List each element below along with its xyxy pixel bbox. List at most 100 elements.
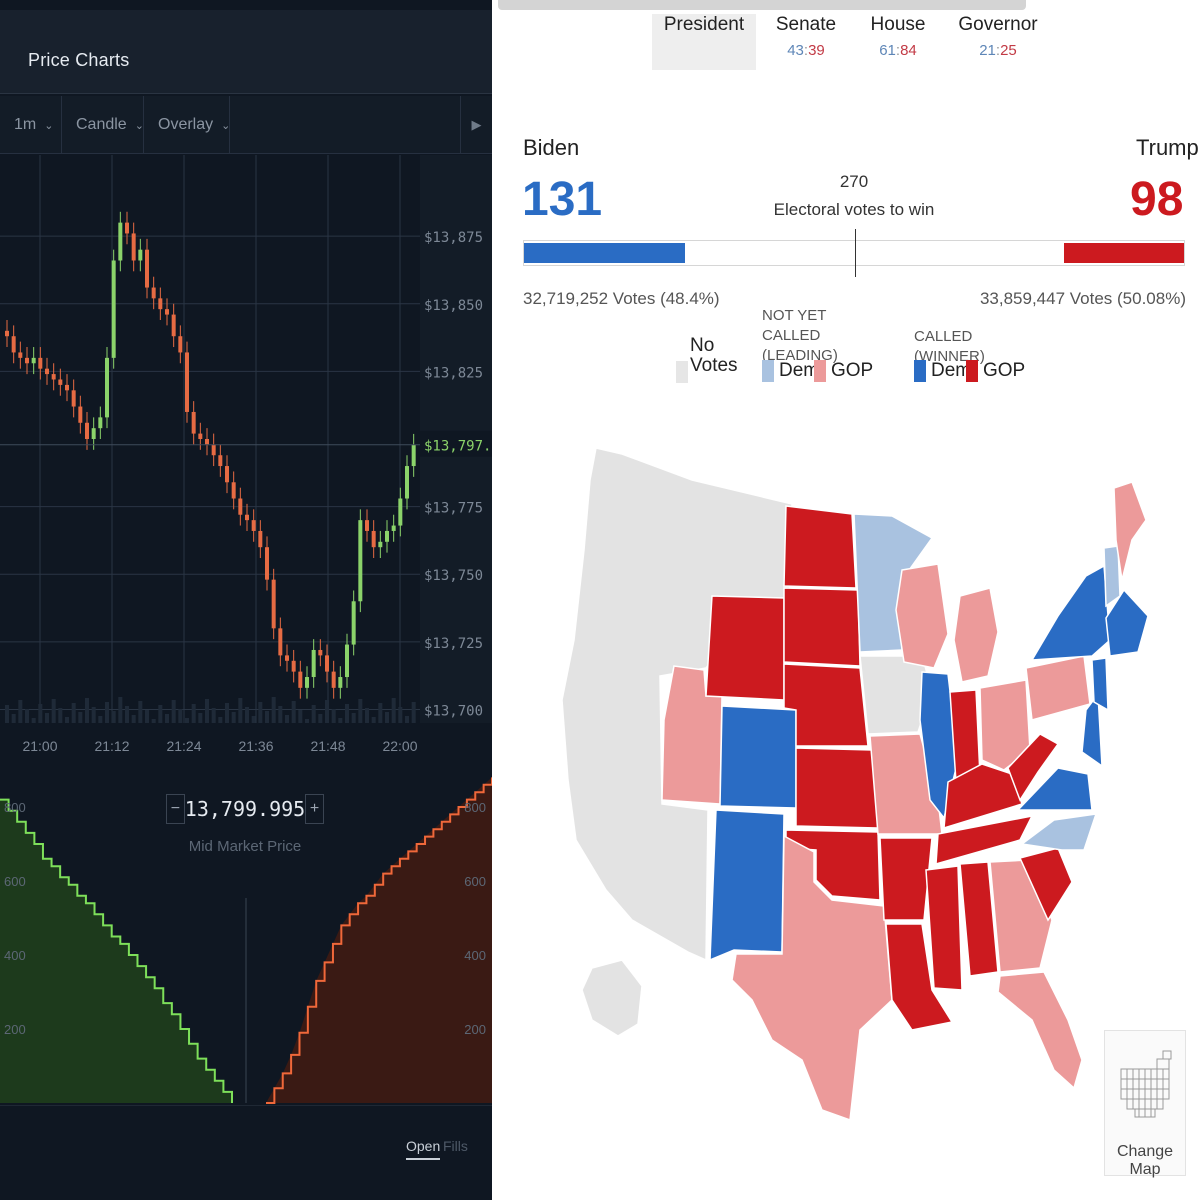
candle-body [338,677,343,688]
overlay-dropdown[interactable]: Overlay ⌄ [144,96,230,154]
zoom-out-button[interactable]: − [166,794,185,824]
candle-body [311,649,316,678]
candle-body [51,374,56,380]
candle-body [78,406,83,423]
candle-body [351,601,356,645]
depth-chart-area: 800 800 600 600 400 400 200 200 − 13,799.995 + … [0,770,492,1105]
state-colorado[interactable] [719,705,797,809]
ev-needed: 270 [839,172,869,191]
mid-market-label: Mid Market Price [188,838,302,855]
us-election-map[interactable] [492,420,1200,1140]
volume-bar [25,709,29,723]
state-michigan[interactable] [953,587,999,683]
volume-bar [5,705,9,723]
candle-body [191,411,196,434]
tab-senate[interactable]: Senate 43:39 [754,14,858,70]
price-charts-header: Price Charts [0,10,492,94]
candle-body [365,520,369,531]
state-louisiana[interactable] [885,923,954,1031]
state-pennsylvania[interactable] [1025,655,1091,721]
state-new-york[interactable] [1030,564,1111,661]
state-missouri[interactable] [869,733,943,835]
state-new-hampshire[interactable] [1103,545,1121,608]
state-west-virginia[interactable] [1007,733,1060,802]
candle-body [125,222,129,234]
panel-title: Price Charts [28,50,130,70]
volume-bar [185,718,189,723]
interval-dropdown[interactable]: 1m ⌄ [0,96,62,154]
tab-label: Senate [775,14,837,35]
candle-body [118,222,123,261]
state-mississippi[interactable] [925,865,963,991]
depth-y-tick-right: 400 [464,948,486,963]
tab-president[interactable]: President [652,14,756,70]
candle-body [271,579,276,629]
interval-label: 1m [14,116,37,133]
state-new-mexico[interactable] [709,809,785,962]
state-wisconsin[interactable] [895,563,949,669]
y-tick-label: $13,875 [424,230,483,246]
state-north-dakota[interactable] [783,505,857,589]
tab-score: 61:84 [879,42,917,59]
zoom-in-button[interactable]: + [305,794,324,824]
volume-bar [398,707,403,723]
volume-bar [91,707,96,723]
change-map-button[interactable]: Change Map [1104,1030,1186,1178]
x-tick-label: 21:48 [310,738,345,754]
candle-body [91,428,96,439]
state-north-carolina[interactable] [1020,813,1098,851]
trading-panel: Price Charts 1m ⌄ Candle ⌄ Overlay ⌄ ▶ $… [0,0,492,1200]
volume-bar [58,708,63,723]
chart-type-dropdown[interactable]: Candle ⌄ [62,96,144,154]
candle-body [198,433,203,439]
state-kansas[interactable] [795,747,879,829]
state-tennessee[interactable] [935,814,1034,866]
state-virginia[interactable] [1016,767,1093,811]
candle-body [245,514,249,521]
expand-arrow-icon[interactable]: ▶ [460,96,492,154]
depth-chart[interactable]: 800 800 600 600 400 400 200 200 [0,770,492,1105]
tab-governor[interactable]: Governor 21:25 [946,14,1050,70]
candle-body [158,298,163,310]
state-south-carolina[interactable] [1018,847,1073,922]
legend-dem-called: Dem [914,360,971,382]
state-wyoming[interactable] [705,595,785,701]
legend-gop-label: GOP [831,360,874,381]
volume-bar [171,700,176,723]
state-new-jersey[interactable] [1091,657,1109,712]
state-nebraska[interactable] [783,663,869,747]
volume-bar [271,697,276,723]
overlay-label: Overlay [158,116,214,133]
dem-candidate-name: Biden [523,135,580,160]
tab-fills[interactable]: Fills [443,1138,468,1154]
orders-footer: Open Fills [0,1105,492,1200]
state-alaska[interactable] [581,959,643,1037]
state-texas[interactable] [731,834,893,1122]
state-maine[interactable] [1113,481,1147,581]
dem-electoral-votes: 131 [522,173,603,226]
candle-body [45,368,49,375]
candle-body [85,422,89,439]
candle-body [291,660,296,672]
legend-dem-leading: Dem [762,360,819,382]
volume-bar [231,712,236,723]
x-tick-label: 22:00 [382,738,417,754]
candle-body [111,260,116,358]
tab-label: House [870,14,926,35]
y-tick-label: $13,850 [424,298,483,314]
tab-open[interactable]: Open [406,1138,441,1160]
gop-electoral-votes: 98 [1130,173,1184,226]
price-chart[interactable]: $13,875 $13,850 $13,825 $13,775 $13,750 $13,7… [0,155,492,770]
state-south-dakota[interactable] [783,587,861,667]
state-alabama[interactable] [959,861,999,977]
tab-house[interactable]: House 61:84 [846,14,950,70]
candle-body [65,384,69,391]
state-arkansas[interactable] [879,837,933,921]
mid-market-price: 13,799.995 [184,797,306,821]
volume-bar [165,714,169,723]
state-florida[interactable] [997,971,1083,1090]
legend-gop-leading: GOP [814,360,873,382]
mid-price-control: − 13,799.995 + [166,792,324,826]
state-new-england[interactable] [1105,588,1149,657]
scrollbar[interactable] [498,0,1026,10]
